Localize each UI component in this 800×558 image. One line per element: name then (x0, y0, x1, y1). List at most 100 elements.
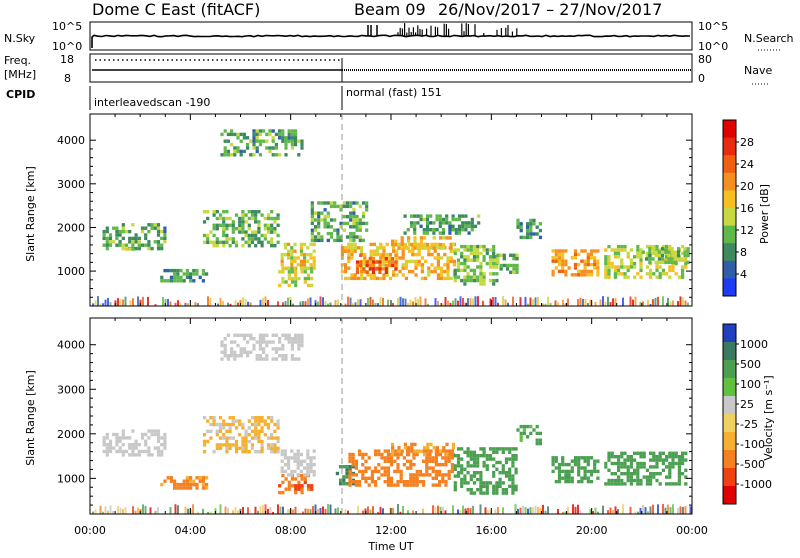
heatmap-cell (409, 224, 414, 228)
heatmap-cell (586, 259, 590, 263)
heatmap-cell (438, 483, 442, 487)
heatmap-cell (425, 459, 429, 463)
heatmap-cell (636, 451, 640, 455)
heatmap-cell (154, 510, 157, 514)
heatmap-cell (268, 129, 272, 133)
heatmap-cell (281, 129, 285, 133)
heatmap-cell (336, 228, 340, 232)
heatmap-cell (661, 244, 665, 249)
heatmap-cell (434, 473, 438, 477)
heatmap-cell (276, 436, 280, 440)
heatmap-cell (281, 354, 285, 358)
heatmap-cell (667, 504, 669, 514)
heatmap-cell (391, 239, 395, 243)
colorbar-swatch (723, 208, 736, 227)
heatmap-cell (313, 238, 318, 243)
heatmap-cell (219, 297, 222, 306)
heatmap-cell (363, 276, 367, 281)
heatmap-cell (439, 506, 442, 514)
heatmap-cell (230, 350, 234, 354)
heatmap-cell (238, 433, 242, 437)
heatmap-cell (596, 249, 600, 253)
heatmap-cell (514, 447, 518, 451)
heatmap-cell (441, 476, 445, 480)
heatmap-cell (648, 257, 652, 261)
heatmap-cell (293, 266, 297, 270)
heatmap-cell (137, 236, 141, 241)
heatmap-cell (336, 204, 340, 209)
heatmap-cell (409, 476, 413, 480)
heatmap-cell (436, 256, 440, 260)
heatmap-cell (144, 439, 148, 443)
heatmap-cell (572, 504, 574, 514)
heatmap-cell (607, 458, 611, 462)
heatmap-cell (112, 510, 114, 514)
heatmap-cell (187, 303, 189, 306)
heatmap-cell (661, 451, 665, 455)
heatmap-cell (620, 451, 624, 455)
heatmap-cell (352, 214, 356, 219)
heatmap-cell (613, 251, 617, 256)
heatmap-cell (128, 443, 132, 447)
heatmap-cell (225, 429, 229, 433)
heatmap-cell (422, 473, 426, 477)
heatmap-cell (290, 357, 294, 361)
heatmap-cell (567, 479, 571, 484)
heatmap-cell (334, 300, 337, 306)
heatmap-cell (309, 463, 313, 467)
heatmap-cell (448, 231, 452, 235)
heatmap-cell (485, 467, 489, 471)
heatmap-cell (577, 459, 581, 463)
heatmap-cell (296, 256, 300, 260)
heatmap-cell (661, 468, 665, 472)
heatmap-cell (470, 228, 474, 232)
heatmap-cell (228, 426, 232, 430)
heatmap-cell (225, 450, 229, 454)
heatmap-cell (681, 275, 685, 279)
heatmap-cell (144, 236, 148, 241)
heatmap-cell (333, 228, 337, 232)
heatmap-cell (352, 208, 356, 212)
heatmap-cell (119, 507, 122, 514)
heatmap-cell (185, 476, 189, 480)
heatmap-cell (472, 491, 477, 495)
heatmap-cell (432, 221, 436, 225)
heatmap-cell (607, 268, 611, 273)
heatmap-cell (432, 228, 436, 232)
heatmap-cell (365, 204, 369, 209)
heatmap-cell (463, 258, 467, 262)
heatmap-cell (121, 436, 125, 440)
heatmap-cell (290, 266, 295, 271)
heatmap-cell (596, 476, 600, 480)
heatmap-cell (617, 265, 621, 269)
heatmap-cell (339, 225, 343, 229)
heatmap-cell (262, 504, 264, 514)
heatmap-cell (423, 243, 427, 247)
heatmap-cell (382, 256, 386, 260)
heatmap-cell (215, 446, 219, 450)
heatmap-cell (613, 478, 617, 483)
heatmap-cell (570, 476, 574, 480)
heatmap-cell (466, 278, 470, 283)
heatmap-cell (375, 267, 379, 271)
heatmap-cell (290, 139, 294, 143)
heatmap-cell (258, 340, 262, 344)
heatmap-cell (376, 246, 380, 250)
heatmap-cell (409, 459, 413, 463)
heatmap-cell (179, 275, 183, 280)
heatmap-cell (202, 416, 207, 420)
heatmap-cell (107, 297, 109, 306)
heatmap-cell (432, 231, 436, 235)
heatmap-cell (293, 256, 297, 260)
heatmap-cell (573, 462, 578, 467)
heatmap-cell (444, 480, 448, 484)
heatmap-cell (413, 243, 417, 247)
heatmap-cell (372, 242, 376, 247)
heatmap-cell (102, 243, 106, 247)
heatmap-cell (266, 230, 271, 234)
heatmap-cell (636, 251, 640, 256)
heatmap-cell (667, 250, 671, 254)
heatmap-cell (358, 218, 362, 222)
heatmap-cell (439, 246, 443, 250)
heatmap-cell (432, 446, 436, 450)
